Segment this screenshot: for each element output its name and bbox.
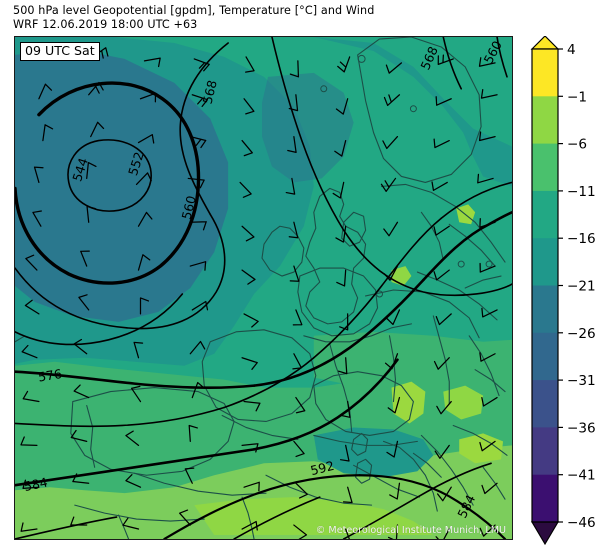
map-canvas: 544 552 560 568 568 560 576 584 592 584 — [15, 37, 512, 539]
temp-band-warm-spot-d — [443, 385, 484, 420]
contour-mid-d — [440, 181, 512, 220]
contour-mid-b — [223, 356, 315, 409]
temp-band-cool2b — [262, 72, 354, 183]
geopotential-contour-layer — [15, 37, 512, 539]
contour-568c — [442, 37, 463, 90]
colorbar-band — [532, 49, 558, 97]
contour-label-544: 544 — [69, 156, 91, 183]
colorbar-band — [532, 238, 558, 286]
contour-568d — [496, 37, 508, 78]
colorbar-band — [532, 96, 558, 144]
contour-mid-e — [233, 496, 321, 539]
colorbar-band — [532, 143, 558, 192]
colorbar-tick-label: −21 — [567, 279, 596, 295]
colorbar-tick-label: −6 — [567, 137, 587, 153]
contour-label-560: 560 — [179, 194, 199, 221]
contour-584 — [15, 448, 256, 487]
contour-576 — [15, 370, 256, 390]
temp-band-cool1e — [313, 427, 434, 478]
colorbar-extend-under — [530, 521, 560, 546]
contour-mid-f — [15, 516, 118, 539]
contour-mid-a — [15, 406, 225, 428]
colorbar-tick-label: −46 — [567, 515, 596, 531]
page-title: 500 hPa level Geopotential [gpdm], Tempe… — [13, 4, 483, 31]
temp-band-warm1b — [313, 331, 512, 396]
contour-576b — [252, 278, 425, 387]
colorbar-band — [532, 285, 558, 334]
colorbar-band — [532, 380, 558, 428]
contour-560c — [15, 293, 184, 346]
map-plot-area[interactable]: 544 552 560 568 568 560 576 584 592 584 — [14, 36, 513, 540]
contour-544 — [67, 139, 152, 212]
title-line-model-run: WRF 12.06.2019 18:00 UTC +63 — [13, 17, 198, 31]
contour-584c — [342, 462, 492, 539]
colorbar-band — [532, 190, 558, 239]
contour-592 — [163, 474, 361, 539]
colorbar-tick-label: −1 — [567, 89, 587, 105]
colorbar-tick-label: −16 — [567, 231, 596, 247]
contour-label-584: 584 — [22, 474, 49, 494]
temp-band-warm-spot-c — [391, 381, 426, 424]
colorbar-tick-label: −26 — [567, 326, 596, 342]
colorbar-band — [532, 332, 558, 381]
contour-552 — [15, 81, 201, 285]
contour-584b — [252, 358, 399, 451]
lake-layer — [320, 54, 493, 298]
colorbar-tick-label: −41 — [567, 468, 596, 484]
contour-label-576: 576 — [37, 366, 63, 385]
contour-568b — [342, 229, 512, 297]
colorbar-band — [532, 474, 558, 523]
colorbar-ticks: 4 −1 −6 −11 −16 −21 −26 −31 −36 −41 −46 — [558, 42, 596, 531]
contour-560 — [15, 213, 226, 330]
colorbar-tick-label: −31 — [567, 373, 596, 389]
colorbar-tick-label: −11 — [567, 184, 596, 200]
temp-band-cool1b — [210, 37, 512, 187]
colorbar[interactable]: 4 −1 −6 −11 −16 −21 −26 −31 −36 −41 −46 — [526, 36, 603, 546]
valid-time-stamp: 09 UTC Sat — [20, 42, 100, 61]
colorbar-tick-label: 4 — [567, 42, 576, 58]
colorbar-tick-label: −36 — [567, 420, 596, 436]
colorbar-bands — [530, 36, 560, 546]
colorbar-band — [532, 427, 558, 476]
contour-568 — [271, 37, 345, 232]
temp-band-warm2b — [194, 497, 434, 536]
contour-label-552: 552 — [125, 150, 147, 177]
copyright-credit: © Meteorological Institute Munich, LMU — [315, 525, 506, 536]
title-line-primary: 500 hPa level Geopotential [gpdm], Tempe… — [13, 4, 375, 17]
colorbar-canvas: 4 −1 −6 −11 −16 −21 −26 −31 −36 −41 −46 — [530, 36, 596, 546]
colorbar-extend-over — [530, 36, 560, 50]
contour-label-592: 592 — [309, 458, 336, 478]
contour-mid-c — [313, 217, 443, 359]
wind-barb-layer — [20, 46, 498, 539]
